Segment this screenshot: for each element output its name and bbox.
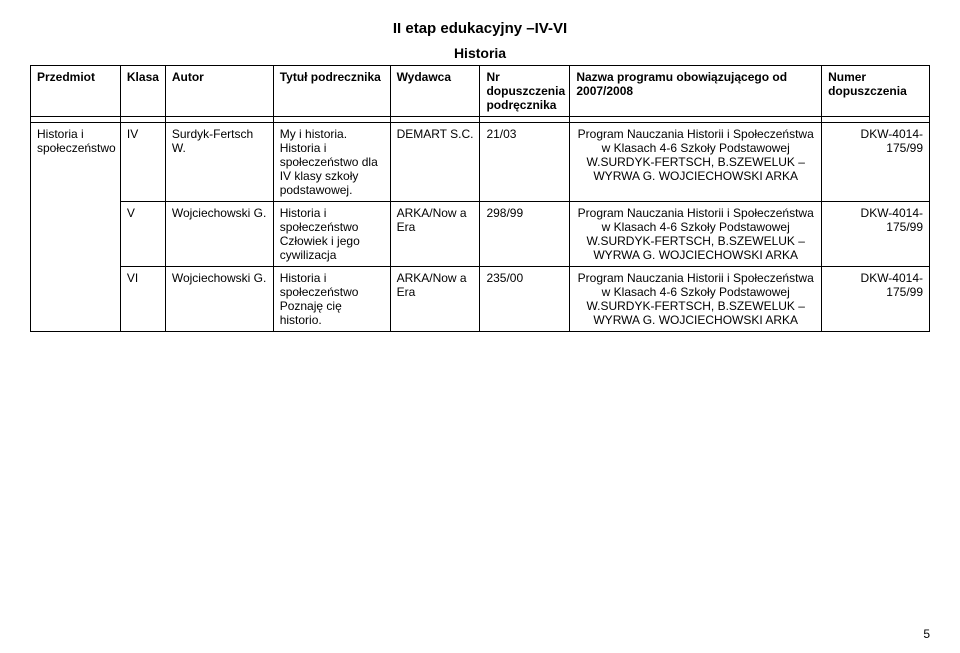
cell-numer: DKW-4014-175/99 <box>822 267 930 332</box>
header-autor: Autor <box>165 66 273 117</box>
cell-klasa: IV <box>120 123 165 202</box>
cell-nazwa: Program Nauczania Historii i Społeczeńst… <box>570 123 822 202</box>
header-nr: Nr dopuszczenia podręcznika <box>480 66 570 117</box>
cell-subject: Historia i społeczeństwo <box>31 123 121 332</box>
header-numer: Numer dopuszczenia <box>822 66 930 117</box>
cell-wydawca: ARKA/Now a Era <box>390 202 480 267</box>
cell-numer: DKW-4014-175/99 <box>822 202 930 267</box>
header-przedmiot: Przedmiot <box>31 66 121 117</box>
header-nazwa: Nazwa programu obowiązującego od 2007/20… <box>570 66 822 117</box>
header-tytul: Tytuł podrecznika <box>273 66 390 117</box>
cell-tytul: My i historia. Historia i społeczeństwo … <box>273 123 390 202</box>
cell-numer: DKW-4014-175/99 <box>822 123 930 202</box>
cell-wydawca: DEMART S.C. <box>390 123 480 202</box>
table-row: V Wojciechowski G. Historia i społeczeńs… <box>31 202 930 267</box>
page-number: 5 <box>923 627 930 641</box>
table-row: VI Wojciechowski G. Historia i społeczeń… <box>31 267 930 332</box>
cell-klasa: VI <box>120 267 165 332</box>
textbook-table: Przedmiot Klasa Autor Tytuł podrecznika … <box>30 65 930 332</box>
cell-autor: Wojciechowski G. <box>165 202 273 267</box>
cell-nazwa: Program Nauczania Historii i Społeczeńst… <box>570 267 822 332</box>
subject-title: Historia <box>30 45 930 61</box>
cell-tytul: Historia i społeczeństwo Poznaję cię his… <box>273 267 390 332</box>
table-row: Historia i społeczeństwo IV Surdyk-Ferts… <box>31 123 930 202</box>
stage-title: II etap edukacyjny –IV-VI <box>30 20 930 37</box>
cell-nr: 298/99 <box>480 202 570 267</box>
cell-autor: Surdyk-Fertsch W. <box>165 123 273 202</box>
cell-nr: 235/00 <box>480 267 570 332</box>
header-row: Przedmiot Klasa Autor Tytuł podrecznika … <box>31 66 930 117</box>
cell-klasa: V <box>120 202 165 267</box>
header-wydawca: Wydawca <box>390 66 480 117</box>
cell-tytul: Historia i społeczeństwo Człowiek i jego… <box>273 202 390 267</box>
cell-nr: 21/03 <box>480 123 570 202</box>
header-klasa: Klasa <box>120 66 165 117</box>
cell-nazwa: Program Nauczania Historii i Społeczeńst… <box>570 202 822 267</box>
cell-autor: Wojciechowski G. <box>165 267 273 332</box>
cell-wydawca: ARKA/Now a Era <box>390 267 480 332</box>
